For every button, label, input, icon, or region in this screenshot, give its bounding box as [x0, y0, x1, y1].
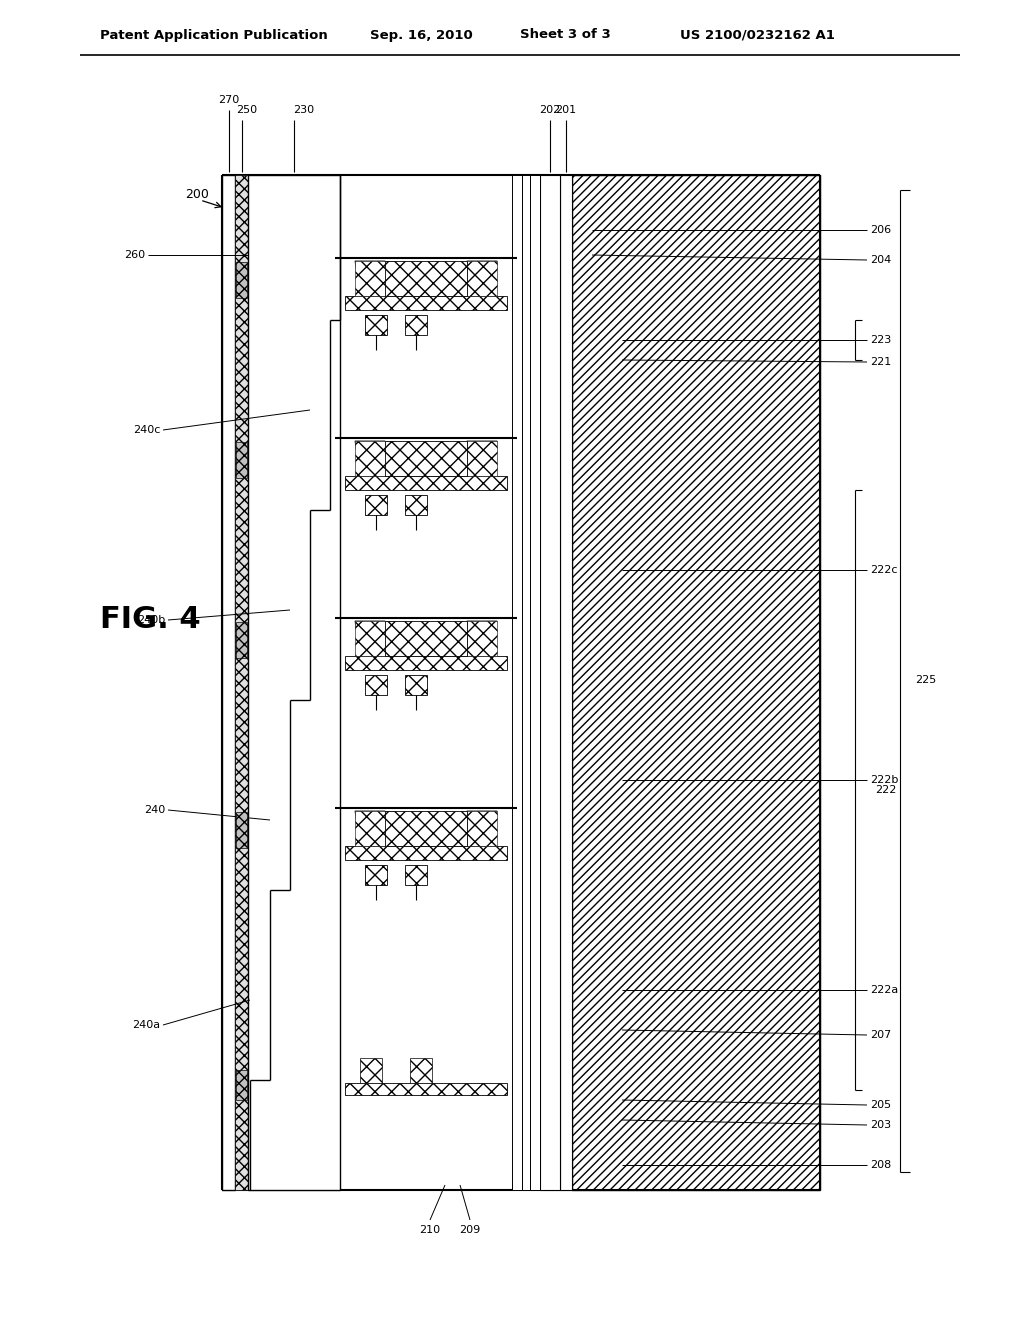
Text: +: +: [366, 298, 375, 308]
Polygon shape: [355, 620, 390, 656]
Bar: [236, 442, 247, 478]
Text: 221: 221: [870, 356, 891, 367]
Bar: [540, 176, 560, 1191]
Bar: [248, 176, 340, 1191]
Polygon shape: [355, 810, 390, 846]
Text: Sheet 3 of 3: Sheet 3 of 3: [520, 29, 610, 41]
Bar: [355, 261, 395, 296]
Text: 240: 240: [143, 805, 165, 814]
Text: +: +: [366, 478, 375, 488]
Text: 230: 230: [294, 106, 314, 115]
Text: 222a: 222a: [870, 985, 898, 995]
Polygon shape: [355, 261, 390, 296]
Bar: [222, 176, 234, 1191]
Bar: [406, 675, 427, 696]
Bar: [365, 675, 387, 696]
Text: +: +: [366, 847, 375, 858]
Text: 225: 225: [915, 675, 936, 685]
Text: Sep. 16, 2010: Sep. 16, 2010: [370, 29, 473, 41]
Bar: [345, 656, 507, 671]
Polygon shape: [462, 441, 497, 477]
Bar: [236, 622, 247, 657]
Text: 200: 200: [185, 189, 209, 202]
Bar: [234, 176, 248, 1191]
Text: 203: 203: [870, 1119, 891, 1130]
Text: +: +: [366, 657, 375, 668]
Text: 240c: 240c: [133, 425, 160, 436]
Bar: [365, 865, 387, 884]
Bar: [406, 865, 427, 884]
Text: +: +: [406, 847, 415, 858]
Bar: [345, 1082, 507, 1096]
Bar: [365, 315, 387, 335]
Bar: [467, 441, 497, 477]
Bar: [365, 495, 387, 515]
Bar: [345, 477, 507, 490]
Text: 204: 204: [870, 255, 891, 265]
Bar: [572, 176, 820, 1191]
Text: US 2100/0232162 A1: US 2100/0232162 A1: [680, 29, 835, 41]
Text: 205: 205: [870, 1100, 891, 1110]
Text: 202: 202: [540, 106, 560, 115]
Polygon shape: [462, 261, 497, 296]
Bar: [355, 620, 395, 656]
Text: 206: 206: [870, 224, 891, 235]
Bar: [530, 176, 540, 1191]
Text: 250: 250: [236, 106, 257, 115]
Bar: [236, 1071, 247, 1100]
Bar: [385, 441, 467, 477]
Text: +: +: [406, 298, 415, 308]
Text: +: +: [406, 478, 415, 488]
Bar: [236, 261, 247, 298]
Text: 208: 208: [870, 1160, 891, 1170]
Text: 222: 222: [874, 785, 896, 795]
Bar: [355, 810, 395, 846]
Bar: [406, 495, 427, 515]
Bar: [467, 810, 497, 846]
Bar: [236, 812, 247, 847]
Bar: [385, 261, 467, 296]
Bar: [360, 1059, 382, 1082]
Polygon shape: [462, 620, 497, 656]
Bar: [467, 261, 497, 296]
Text: 240b: 240b: [137, 615, 165, 624]
Text: 207: 207: [870, 1030, 891, 1040]
Text: 201: 201: [555, 106, 577, 115]
Text: +: +: [406, 657, 415, 668]
Text: 222b: 222b: [870, 775, 898, 785]
Bar: [410, 1059, 432, 1082]
Text: Patent Application Publication: Patent Application Publication: [100, 29, 328, 41]
Text: 223: 223: [870, 335, 891, 345]
Bar: [385, 620, 467, 656]
Bar: [406, 315, 427, 335]
Text: 240a: 240a: [132, 1020, 160, 1030]
Bar: [385, 810, 467, 846]
Text: 270: 270: [218, 95, 240, 106]
Bar: [355, 441, 395, 477]
Text: 209: 209: [460, 1225, 480, 1236]
Bar: [345, 846, 507, 861]
Text: FIG. 4: FIG. 4: [100, 606, 201, 635]
Text: +: +: [366, 1084, 374, 1094]
Text: +: +: [406, 1084, 414, 1094]
Bar: [467, 620, 497, 656]
Bar: [522, 176, 530, 1191]
Polygon shape: [355, 441, 390, 477]
Text: 222c: 222c: [870, 565, 897, 576]
Bar: [345, 296, 507, 310]
Polygon shape: [462, 810, 497, 846]
Text: 260: 260: [124, 249, 145, 260]
Text: 210: 210: [420, 1225, 440, 1236]
Bar: [560, 176, 572, 1191]
Bar: [512, 176, 522, 1191]
